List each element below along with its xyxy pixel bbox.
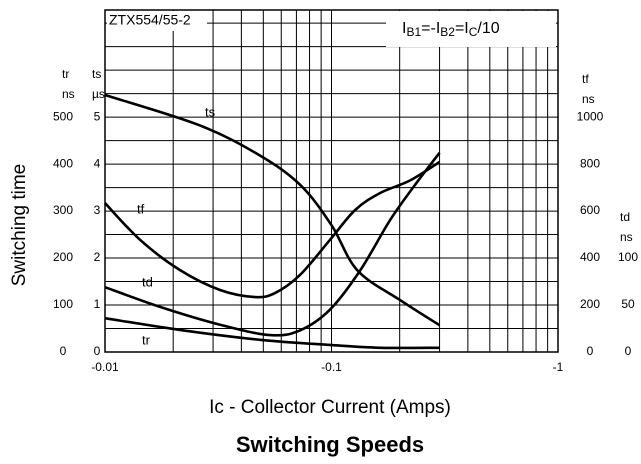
axis-unit-label: ns (620, 230, 633, 244)
annotation-part: B2 (440, 25, 455, 39)
series-label: td (142, 274, 153, 289)
axis-unit-label: tr (62, 67, 69, 81)
y-tick-label: 800 (580, 156, 600, 170)
y-tick-label: 4 (94, 156, 101, 170)
plot-frame (104, 9, 559, 353)
y-tick-label: 0 (625, 344, 632, 358)
annotation: IB1=-IB2=IC/10 (402, 20, 500, 39)
annotation-part: /10 (477, 20, 499, 37)
axis-unit-label: ns (582, 92, 595, 106)
y-tick-label: 200 (580, 297, 600, 311)
axis-unit-label: ns (62, 87, 75, 101)
y-tick-label: 500 (53, 109, 73, 123)
series-label: tf (137, 201, 145, 216)
x-tick-label: -1 (553, 360, 564, 374)
y-tick-label: 100 (618, 250, 638, 264)
x-tick-label: -0.01 (91, 360, 119, 374)
y-tick-label: 50 (621, 297, 635, 311)
y-tick-label: 1 (94, 297, 101, 311)
y-tick-label: 200 (53, 250, 73, 264)
y-tick-label: 400 (53, 156, 73, 170)
y-tick-label: 100 (53, 297, 73, 311)
y-tick-label: 400 (580, 250, 600, 264)
series-line (104, 93, 441, 327)
y-tick-label: 0 (587, 344, 594, 358)
axis-unit-label: td (620, 210, 630, 224)
series-line (104, 316, 440, 350)
annotation-box (107, 11, 207, 31)
annotation: ZTX554/55-2 (109, 12, 191, 28)
axis-unit-label: tf (582, 72, 589, 86)
annotation-part: =-I (421, 20, 440, 37)
y-axis-label: Switching time (9, 164, 30, 287)
y-tick-label: 3 (94, 203, 101, 217)
x-tick-label: -0.1 (321, 360, 342, 374)
series-line (104, 160, 441, 299)
series-label: tr (142, 332, 151, 347)
y-tick-label: 0 (94, 344, 101, 358)
axis-unit-label: µs (92, 87, 105, 101)
series-line (104, 152, 441, 337)
y-tick-label: 0 (60, 344, 67, 358)
y-tick-label: 300 (53, 203, 73, 217)
y-tick-label: 5 (94, 109, 101, 123)
annotation-part: C (469, 25, 478, 39)
y-tick-label: 1000 (577, 109, 604, 123)
axis-unit-label: ts (92, 67, 101, 81)
annotation-part: =I (455, 20, 469, 37)
annotation-part: B1 (406, 25, 421, 39)
chart-title: Switching Speeds (236, 432, 424, 457)
annotation-part: I (402, 20, 406, 37)
series-label: ts (205, 104, 216, 119)
y-tick-label: 2 (94, 250, 101, 264)
x-axis-label: Ic - Collector Current (Amps) (209, 397, 451, 418)
y-tick-label: 600 (580, 203, 600, 217)
annotation-box (386, 11, 556, 47)
